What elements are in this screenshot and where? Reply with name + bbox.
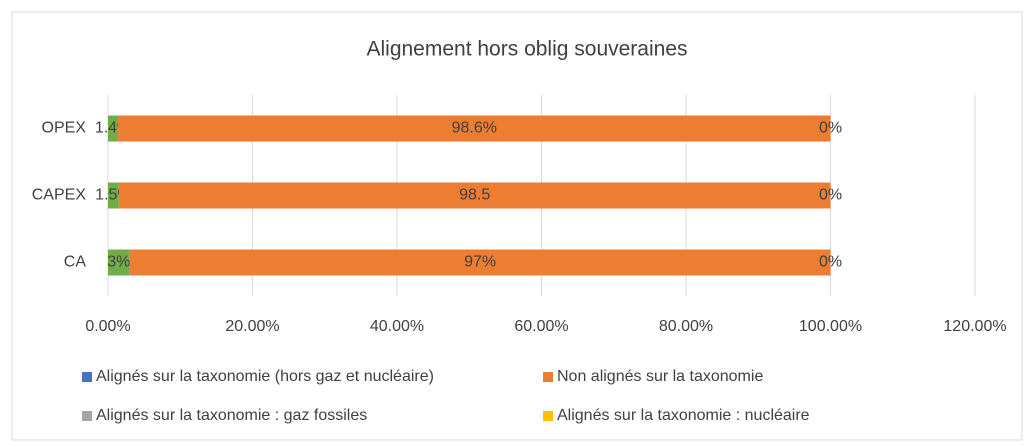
- legend-label: Non alignés sur la taxonomie: [557, 368, 763, 385]
- value-label: 0%: [819, 187, 842, 204]
- value-label: 0%: [819, 120, 842, 137]
- bar-segment: [108, 182, 119, 209]
- x-tick-label: 20.00%: [225, 318, 279, 335]
- y-tick-label: OPEX: [42, 120, 87, 137]
- bar-segment: [129, 249, 831, 276]
- bar-segment: [108, 249, 130, 276]
- value-label: 98.5: [459, 187, 490, 204]
- x-tick-label: 40.00%: [370, 318, 424, 335]
- y-tick-label: CAPEX: [32, 187, 87, 204]
- chart-border: [11, 11, 1023, 441]
- legend-swatch: [82, 411, 92, 421]
- x-tick-label: 120.00%: [943, 318, 1006, 335]
- x-tick-label: 80.00%: [659, 318, 713, 335]
- value-label: 3%: [107, 254, 130, 271]
- y-tick-label: CA: [64, 254, 87, 271]
- x-tick-label: 0.00%: [85, 318, 130, 335]
- legend-swatch: [543, 372, 553, 382]
- x-tick-label: 100.00%: [799, 318, 862, 335]
- bar-segment: [108, 115, 119, 142]
- value-label: 97%: [464, 254, 496, 271]
- legend-label: Alignés sur la taxonomie (hors gaz et nu…: [96, 368, 434, 385]
- legend-label: Alignés sur la taxonomie : nucléaire: [557, 407, 810, 424]
- legend-label: Alignés sur la taxonomie : gaz fossiles: [96, 407, 367, 424]
- chart-title: Alignement hors oblig souveraines: [366, 38, 687, 61]
- value-label: 0%: [819, 254, 842, 271]
- legend-swatch: [543, 411, 553, 421]
- value-label: 98.6%: [452, 120, 497, 137]
- bar-segment: [118, 182, 831, 209]
- legend-swatch: [82, 372, 92, 382]
- bar-segment: [118, 115, 831, 142]
- x-tick-label: 60.00%: [514, 318, 568, 335]
